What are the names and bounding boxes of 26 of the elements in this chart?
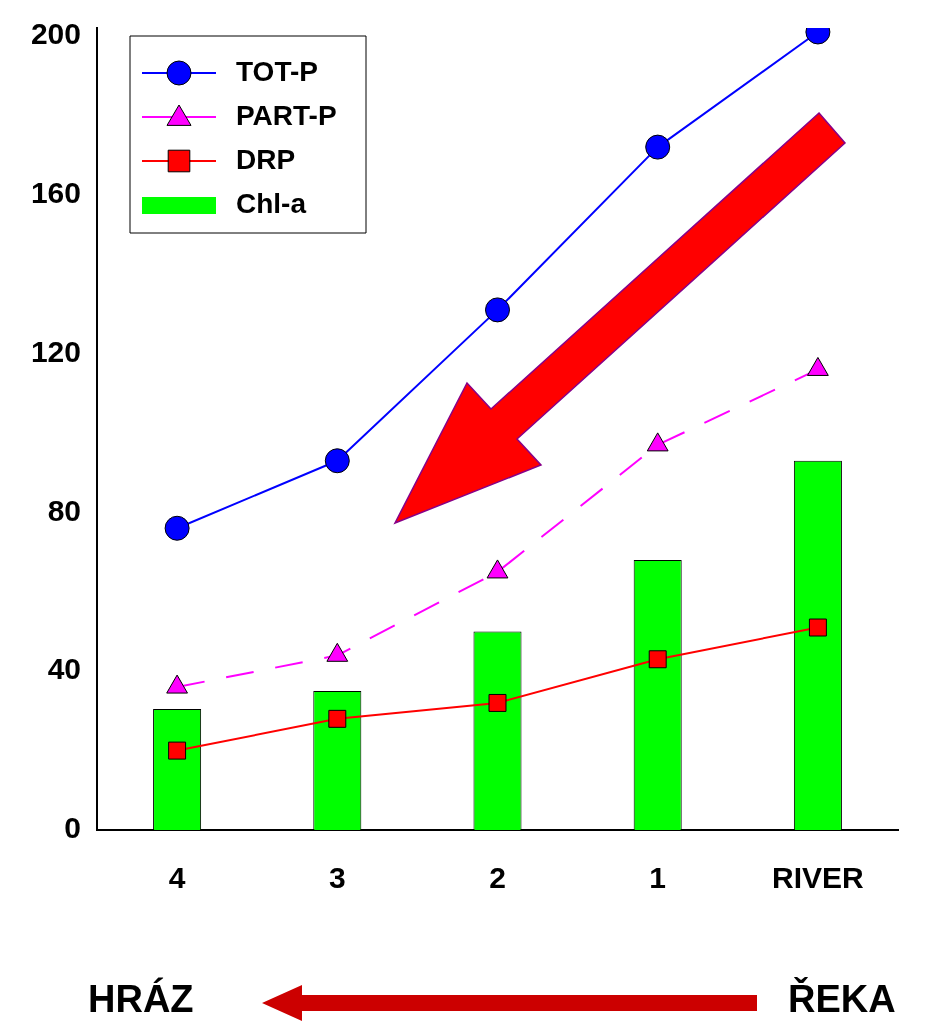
text: HRÁZ [88,978,194,1021]
text: ŘEKA [788,978,896,1021]
legend-label: TOT-P [236,55,318,87]
x-tick-label: 4 [168,861,186,895]
point [808,618,827,637]
legend-label: DRP [236,143,296,175]
x-tick-label: 2 [489,861,506,895]
x-tick-label: RIVER [772,861,865,895]
point [168,741,187,760]
y-tick-label: 40 [47,652,81,686]
point [648,650,667,669]
y-tick-label: 80 [47,493,81,527]
y-tick-label: 120 [30,334,81,368]
point [328,709,347,728]
y-tick-label: 200 [30,17,81,51]
y-tick-label: 0 [64,811,81,845]
point [164,515,190,541]
point [485,297,510,323]
point [324,448,350,474]
point [488,693,507,712]
y-tick-label: 160 [30,176,81,210]
point [645,134,671,160]
legend-label: PART-P [236,99,337,131]
x-tick-label: 3 [328,861,346,895]
x-tick-label: 1 [649,861,667,895]
legend-label: Chl-a [236,187,307,219]
